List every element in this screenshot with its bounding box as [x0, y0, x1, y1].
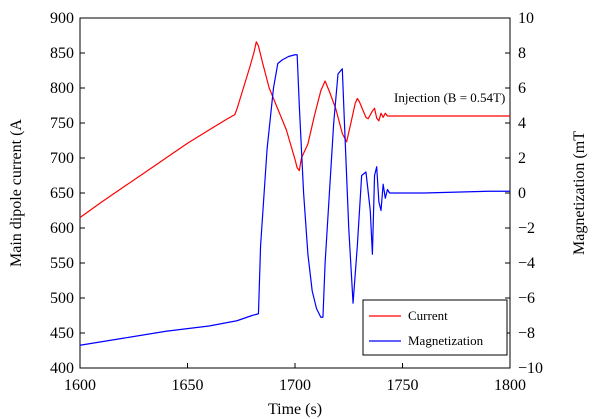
y-left-tick-label: 550	[50, 255, 74, 272]
y-axis-right-label: Magnetization (mT	[571, 131, 588, 255]
legend: Current Magnetization	[362, 299, 508, 356]
x-tick-label: 1600	[64, 377, 96, 394]
x-tick-label: 1800	[494, 377, 526, 394]
y-left-tick-label: 600	[50, 220, 74, 237]
y-right-tick-label: −6	[518, 290, 535, 307]
y-right-tick-label: −2	[518, 220, 535, 237]
y-right-tick-label: 8	[518, 45, 526, 62]
y-right-tick-label: 10	[518, 10, 534, 27]
y-right-tick-label: −4	[518, 255, 535, 272]
x-axis: 1600 1650 1700 1750 1800	[64, 363, 526, 394]
series-line-current	[79, 41, 510, 218]
legend-box	[362, 299, 508, 356]
x-tick-label: 1700	[279, 377, 311, 394]
series-line-magnetization	[79, 54, 510, 346]
legend-label-magnetization: Magnetization	[408, 333, 484, 348]
legend-label-current: Current	[408, 308, 448, 323]
x-tick-label: 1750	[387, 377, 419, 394]
y-right-tick-label: 0	[518, 185, 526, 202]
y-axis-left: 400 450 500 550 600 650 700 750 800 850 900	[50, 10, 85, 377]
y-left-tick-label: 450	[50, 325, 74, 342]
y-right-tick-label: 2	[518, 150, 526, 167]
series-group	[79, 41, 510, 346]
injection-annotation: Injection (B = 0.54T)	[394, 90, 505, 105]
y-right-tick-label: 4	[518, 115, 526, 132]
y-right-tick-label: −8	[518, 325, 535, 342]
y-left-tick-label: 650	[50, 185, 74, 202]
y-left-tick-label: 900	[50, 10, 74, 27]
y-axis-left-label: Main dipole current (A	[8, 119, 25, 267]
y-right-tick-label: 6	[518, 80, 526, 97]
y-left-tick-label: 400	[50, 360, 74, 377]
y-left-tick-label: 800	[50, 80, 74, 97]
y-right-tick-label: −10	[518, 360, 543, 377]
x-tick-label: 1650	[172, 377, 204, 394]
y-left-tick-label: 500	[50, 290, 74, 307]
x-axis-label: Time (s)	[268, 401, 322, 418]
y-left-tick-label: 850	[50, 45, 74, 62]
y-left-tick-label: 750	[50, 115, 74, 132]
y-axis-right: −10 −8 −6 −4 −2 0 2 4 6 8 10	[505, 10, 543, 377]
y-left-tick-label: 700	[50, 150, 74, 167]
